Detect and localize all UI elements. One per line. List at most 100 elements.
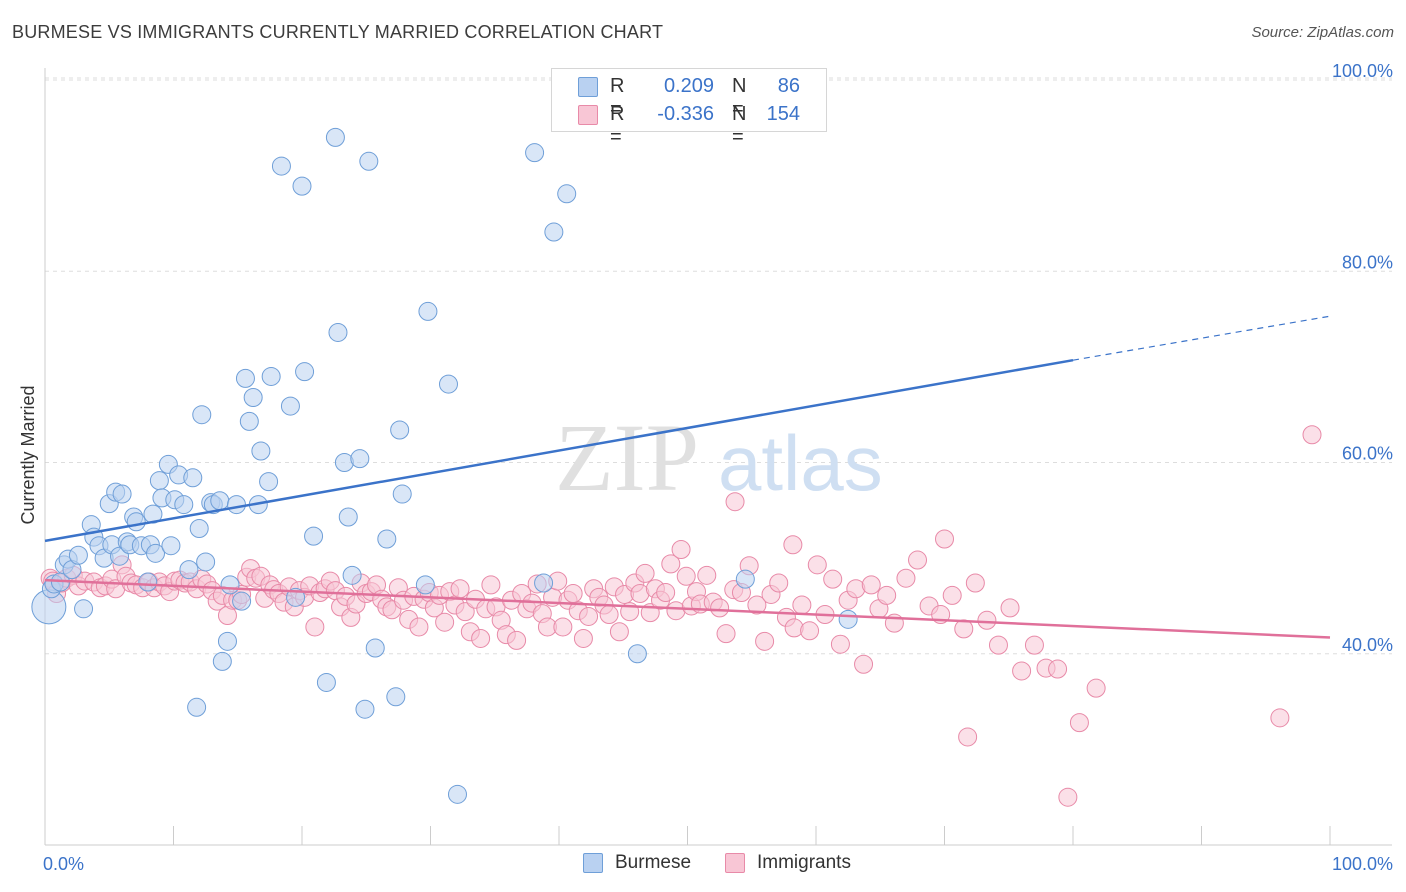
legend-label-immigrants: Immigrants (757, 852, 851, 873)
burmese-point (447, 784, 467, 804)
burmese-point (627, 644, 647, 664)
burmese-point (438, 374, 458, 394)
immigrants-point (725, 492, 745, 512)
burmese-point (68, 545, 88, 565)
burmese-point (415, 575, 435, 595)
immigrants-point (861, 575, 881, 595)
burmese-point (386, 687, 406, 707)
legend-n-value-immigrants: 154 (766, 103, 800, 125)
x-tick-label: 0.0% (43, 854, 84, 874)
burmese-point (365, 638, 385, 658)
legend-swatch-burmese (578, 77, 598, 97)
immigrants-point (305, 617, 325, 637)
burmese-point (220, 575, 240, 595)
immigrants-point (471, 628, 491, 648)
immigrants-point (507, 630, 527, 650)
legend-swatch-burmese (583, 853, 603, 873)
burmese-point (189, 518, 209, 538)
immigrants-point (609, 622, 629, 642)
burmese-point (838, 609, 858, 629)
legend-n-label: N = (732, 75, 747, 120)
burmese-point (342, 565, 362, 585)
immigrants-point (716, 624, 736, 644)
burmese-point (418, 301, 438, 321)
immigrants-point (599, 605, 619, 625)
immigrants-point (977, 610, 997, 630)
immigrants-point (807, 555, 827, 575)
burmese-point (196, 552, 216, 572)
immigrants-point (1024, 635, 1044, 655)
immigrants-point (661, 554, 681, 574)
immigrants-point (935, 529, 954, 549)
y-tick-label: 40.0% (1342, 635, 1393, 655)
immigrants-point (1058, 787, 1078, 807)
y-axis-title: Currently Married (18, 385, 38, 524)
immigrants-point (792, 595, 812, 615)
burmese-point (146, 543, 166, 563)
burmese-points (31, 127, 858, 804)
immigrants-point (988, 635, 1008, 655)
watermark-atlas: atlas (718, 419, 883, 507)
legend-r-value-burmese: 0.209 (663, 75, 714, 97)
legend-swatch-immigrants (725, 853, 745, 873)
burmese-point (235, 368, 255, 388)
immigrants-point (1302, 425, 1322, 445)
burmese-point (304, 526, 324, 546)
immigrants-point (877, 585, 897, 605)
immigrants-point (800, 621, 820, 641)
x-tick-label: 100.0% (1332, 854, 1393, 874)
burmese-point (350, 449, 370, 469)
immigrants-point (697, 565, 717, 585)
watermark: ZIP atlas (555, 404, 883, 511)
legend-r-label: R = (610, 103, 625, 148)
burmese-point (239, 411, 259, 431)
series-legend: Burmese Immigrants (0, 850, 1406, 880)
burmese-point (392, 484, 412, 504)
immigrants-point (1000, 598, 1020, 618)
legend-swatch-immigrants (578, 105, 598, 125)
immigrants-point (908, 550, 928, 570)
immigrants-point (1086, 678, 1106, 698)
immigrants-point (769, 573, 789, 593)
trend-lines (44, 315, 1331, 639)
immigrants-point (1048, 659, 1068, 679)
immigrants-point (958, 727, 978, 747)
watermark-zip: ZIP (555, 404, 699, 511)
immigrants-point (954, 619, 974, 639)
chart-title: BURMESE VS IMMIGRANTS CURRENTLY MARRIED … (12, 22, 664, 42)
immigrants-point (635, 563, 655, 583)
correlation-legend: R = 0.209 N = 86 R = -0.336 N = 154 (551, 68, 827, 148)
burmese-point (112, 484, 132, 504)
burmese-point (286, 587, 306, 607)
immigrants-point (1270, 708, 1290, 728)
burmese-point (126, 512, 146, 532)
burmese-point (557, 184, 577, 204)
immigrants-point (435, 612, 455, 632)
burmese-point (525, 143, 545, 163)
burmese-point (179, 560, 199, 580)
tick-labels: 40.0% 60.0% 80.0% 100.0% 0.0% 100.0% (43, 61, 1393, 874)
burmese-point (192, 405, 212, 425)
immigrants-point (579, 606, 599, 626)
burmese-point (174, 495, 194, 515)
burmese-point (149, 471, 169, 491)
burmese-point (355, 699, 375, 719)
burmese-point (243, 387, 263, 407)
burmese-point (232, 591, 252, 611)
immigrants-point (896, 568, 916, 588)
burmese-point (377, 529, 397, 549)
burmese-trend-line (44, 358, 1074, 543)
burmese-point (534, 573, 554, 593)
immigrants-point (656, 583, 676, 603)
immigrants-point (854, 654, 874, 674)
immigrants-point (747, 595, 767, 615)
burmese-point (187, 697, 207, 717)
legend-n-value-burmese: 86 (777, 75, 800, 97)
burmese-point (210, 491, 230, 511)
immigrants-point (755, 631, 775, 651)
burmese-point (295, 362, 315, 382)
chart-source: Source: ZipAtlas.com (1251, 24, 1394, 41)
y-tick-label: 80.0% (1342, 252, 1393, 272)
immigrants-point (563, 584, 583, 604)
